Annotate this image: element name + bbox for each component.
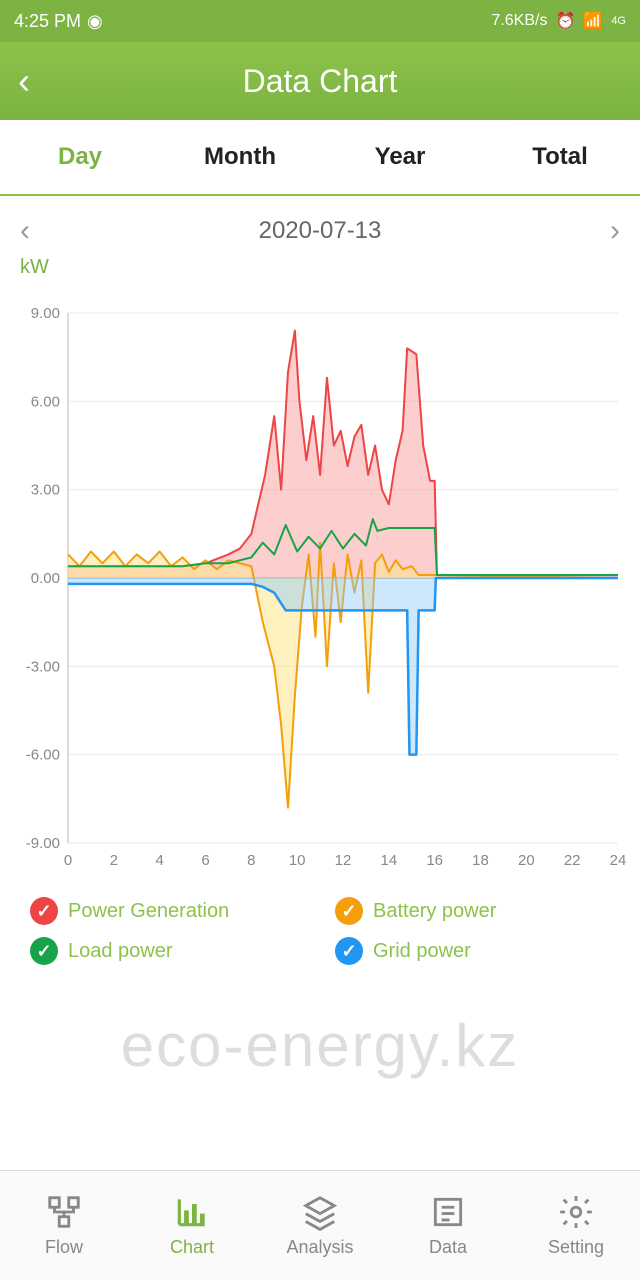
status-time: 4:25 PM [14, 11, 81, 32]
svg-text:6: 6 [201, 852, 209, 869]
current-date: 2020-07-13 [259, 217, 382, 245]
nav-chart[interactable]: Chart [128, 1171, 256, 1280]
svg-text:-3.00: -3.00 [26, 658, 60, 675]
app-header: ‹ Data Chart [0, 42, 640, 120]
nav-label: Chart [170, 1237, 214, 1258]
nav-label: Data [429, 1237, 467, 1258]
list-icon [429, 1193, 467, 1231]
power-chart: -9.00-6.00-3.000.003.006.009.00024681012… [0, 283, 640, 873]
svg-text:9.00: 9.00 [31, 305, 60, 322]
flow-icon [45, 1193, 83, 1231]
nav-label: Setting [548, 1237, 604, 1258]
legend-check-icon: ✓ [335, 897, 363, 925]
chart-legend: ✓ Power Generation ✓ Battery power ✓ Load pow… [0, 873, 640, 1005]
nav-flow[interactable]: Flow [0, 1171, 128, 1280]
svg-text:14: 14 [380, 852, 397, 869]
legend-item[interactable]: ✓ Load power [30, 937, 305, 965]
legend-item[interactable]: ✓ Grid power [335, 937, 610, 965]
tab-month[interactable]: Month [160, 120, 320, 194]
gear-icon [557, 1193, 595, 1231]
layers-icon [301, 1193, 339, 1231]
chart-icon [173, 1193, 211, 1231]
svg-text:0.00: 0.00 [31, 570, 60, 587]
date-navigator: ‹ 2020-07-13 › [0, 196, 640, 256]
legend-check-icon: ✓ [335, 937, 363, 965]
tab-total[interactable]: Total [480, 120, 640, 194]
legend-check-icon: ✓ [30, 897, 58, 925]
svg-text:0: 0 [64, 852, 72, 869]
nav-data[interactable]: Data [384, 1171, 512, 1280]
nav-label: Flow [45, 1237, 83, 1258]
legend-item[interactable]: ✓ Power Generation [30, 897, 305, 925]
svg-text:6.00: 6.00 [31, 393, 60, 410]
svg-text:3.00: 3.00 [31, 482, 60, 499]
svg-text:22: 22 [564, 852, 581, 869]
tab-year[interactable]: Year [320, 120, 480, 194]
legend-item[interactable]: ✓ Battery power [335, 897, 610, 925]
svg-text:4: 4 [155, 852, 163, 869]
period-tabs: Day Month Year Total [0, 120, 640, 196]
nav-label: Analysis [286, 1237, 353, 1258]
legend-label: Load power [68, 940, 173, 963]
svg-text:8: 8 [247, 852, 255, 869]
alarm-icon: ⏰ [555, 11, 575, 31]
svg-text:20: 20 [518, 852, 535, 869]
signal-4g: 4G [611, 15, 626, 27]
legend-label: Power Generation [68, 900, 229, 923]
legend-label: Battery power [373, 900, 496, 923]
nav-analysis[interactable]: Analysis [256, 1171, 384, 1280]
chart-unit-label: kW [0, 256, 640, 279]
svg-text:10: 10 [289, 852, 306, 869]
nav-setting[interactable]: Setting [512, 1171, 640, 1280]
status-net-speed: 7.6KB/s [491, 12, 547, 30]
legend-check-icon: ✓ [30, 937, 58, 965]
svg-text:16: 16 [426, 852, 443, 869]
next-date-button[interactable]: › [610, 214, 620, 248]
watermark: eco-energy.kz [0, 1011, 640, 1080]
page-title: Data Chart [243, 63, 398, 100]
svg-text:24: 24 [610, 852, 627, 869]
prev-date-button[interactable]: ‹ [20, 214, 30, 248]
svg-text:-6.00: -6.00 [26, 747, 60, 764]
bottom-nav: Flow Chart Analysis Data Setting [0, 1170, 640, 1280]
status-extra-icon: ◉ [87, 11, 103, 32]
svg-text:18: 18 [472, 852, 489, 869]
svg-text:12: 12 [335, 852, 352, 869]
tab-day[interactable]: Day [0, 120, 160, 194]
status-bar: 4:25 PM ◉ 7.6KB/s ⏰ 📶 4G [0, 0, 640, 42]
svg-text:2: 2 [110, 852, 118, 869]
svg-text:-9.00: -9.00 [26, 835, 60, 852]
legend-label: Grid power [373, 940, 471, 963]
signal-icon: 📶 [583, 11, 603, 31]
back-button[interactable]: ‹ [18, 60, 30, 102]
